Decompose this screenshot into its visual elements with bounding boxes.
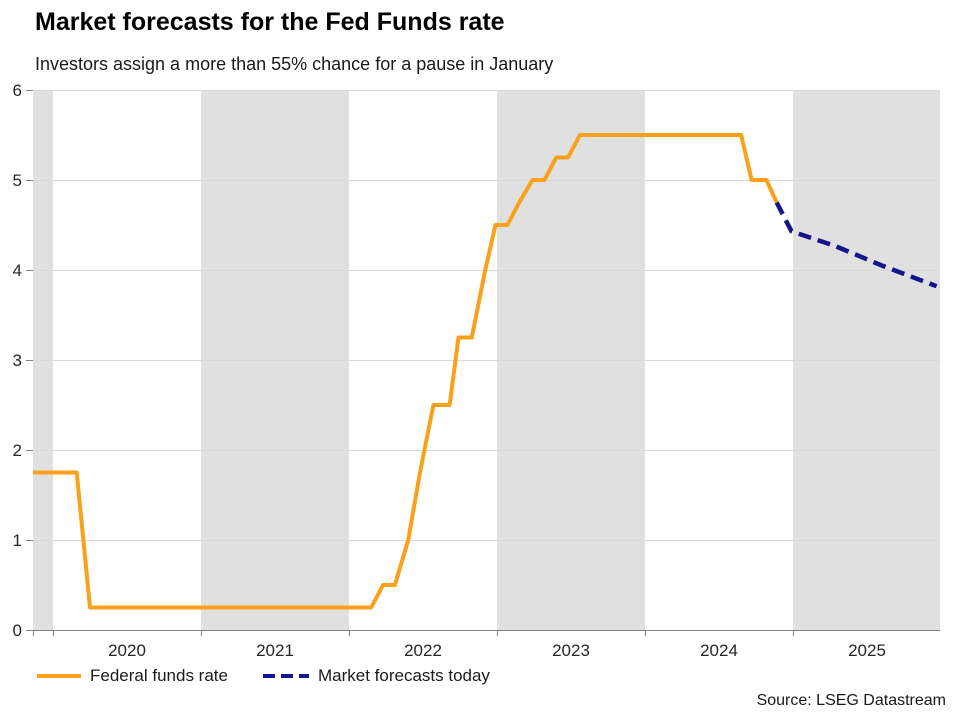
y-tick-label: 0 <box>13 621 22 640</box>
x-tick-label: 2024 <box>700 641 738 660</box>
source-attribution: Source: LSEG Datastream <box>756 692 946 709</box>
y-tick-label: 6 <box>13 81 22 100</box>
y-tick-label: 3 <box>13 351 22 370</box>
solid-line-swatch <box>37 674 81 678</box>
chart-subtitle: Investors assign a more than 55% chance … <box>35 54 554 74</box>
y-tick-label: 5 <box>13 171 22 190</box>
legend: Federal funds rate Market forecasts toda… <box>36 666 490 686</box>
y-tick-label: 1 <box>13 531 22 550</box>
federal-funds-rate-line <box>33 133 779 610</box>
legend-label-market-forecasts: Market forecasts today <box>317 666 490 685</box>
legend-label-federal-funds-rate: Federal funds rate <box>90 666 228 685</box>
dashed-line-swatch <box>262 674 309 678</box>
legend-item-federal-funds-rate: Federal funds rate <box>36 666 228 686</box>
chart-title: Market forecasts for the Fed Funds rate <box>35 8 505 36</box>
x-tick-label: 2020 <box>108 641 146 660</box>
x-tick-label: 2025 <box>848 641 886 660</box>
x-tick-label: 2022 <box>404 641 442 660</box>
legend-item-market-forecasts: Market forecasts today <box>262 666 490 686</box>
x-tick-label: 2023 <box>552 641 590 660</box>
x-tick-label: 2021 <box>256 641 294 660</box>
y-tick-label: 2 <box>13 441 22 460</box>
market-forecasts-line <box>774 201 938 289</box>
y-tick-label: 4 <box>13 261 22 280</box>
